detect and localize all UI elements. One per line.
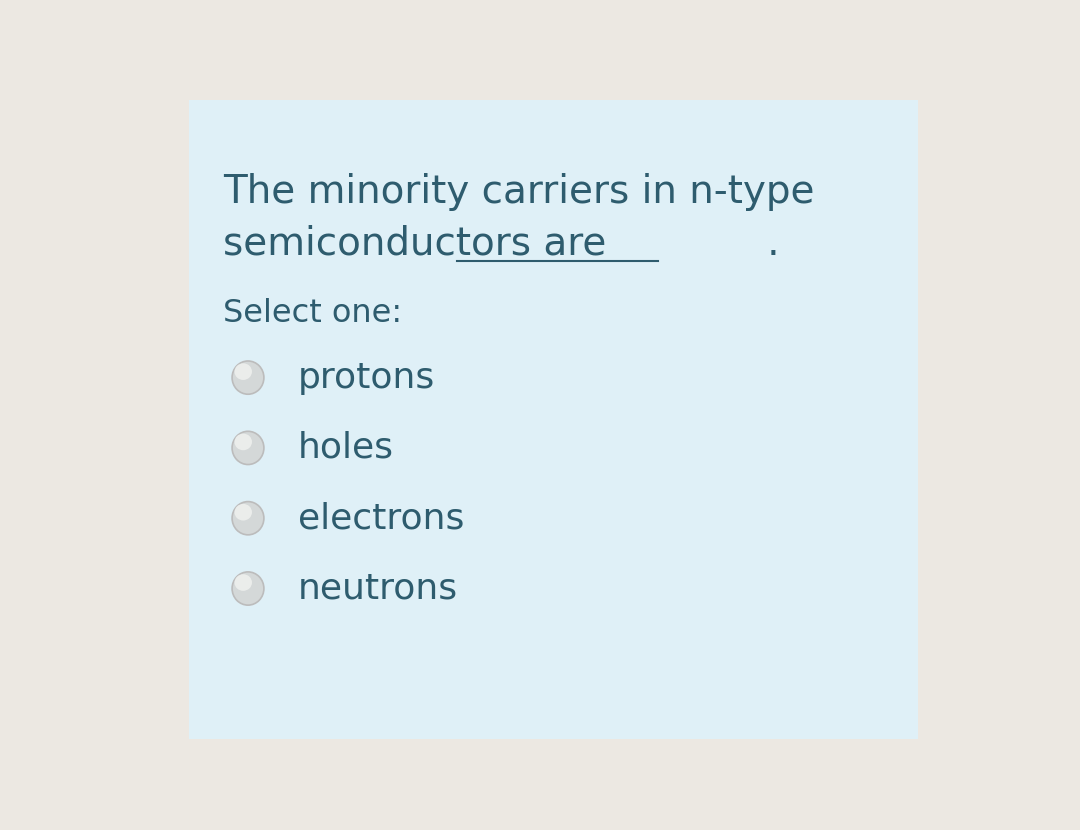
Text: The minority carriers in n-type: The minority carriers in n-type	[222, 173, 814, 212]
Text: semiconductors are             .: semiconductors are .	[222, 224, 780, 262]
Text: Select one:: Select one:	[222, 298, 402, 330]
Ellipse shape	[234, 433, 252, 450]
Text: neutrons: neutrons	[298, 572, 458, 606]
Ellipse shape	[232, 501, 264, 535]
Text: electrons: electrons	[298, 501, 464, 535]
Ellipse shape	[234, 504, 252, 520]
FancyBboxPatch shape	[189, 100, 918, 739]
Text: protons: protons	[298, 360, 435, 394]
Ellipse shape	[232, 432, 264, 465]
Ellipse shape	[232, 572, 264, 605]
Ellipse shape	[232, 361, 264, 394]
Text: holes: holes	[298, 431, 394, 465]
Ellipse shape	[234, 574, 252, 591]
Ellipse shape	[234, 364, 252, 380]
